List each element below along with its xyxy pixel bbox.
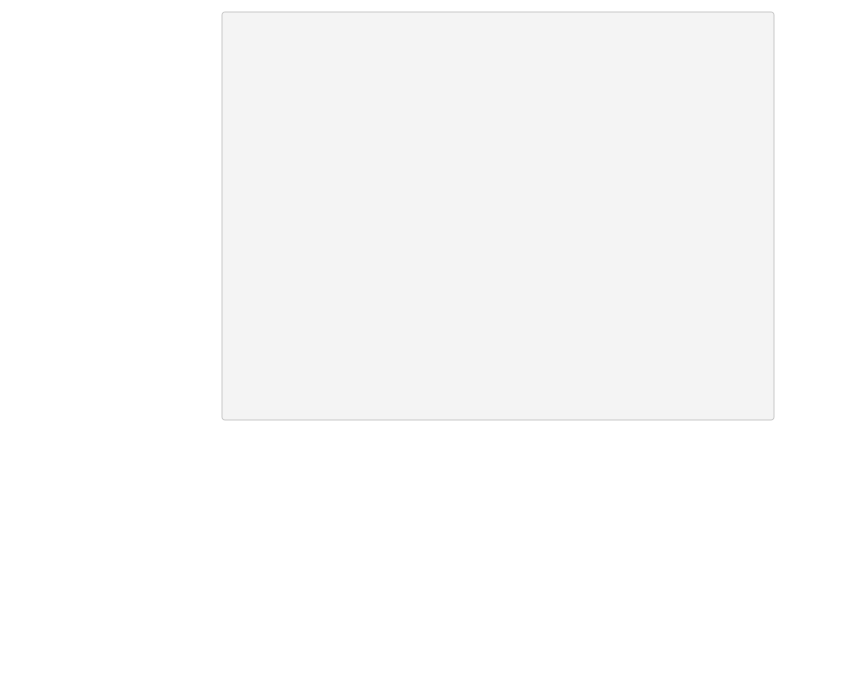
app-container-panel (222, 12, 774, 420)
